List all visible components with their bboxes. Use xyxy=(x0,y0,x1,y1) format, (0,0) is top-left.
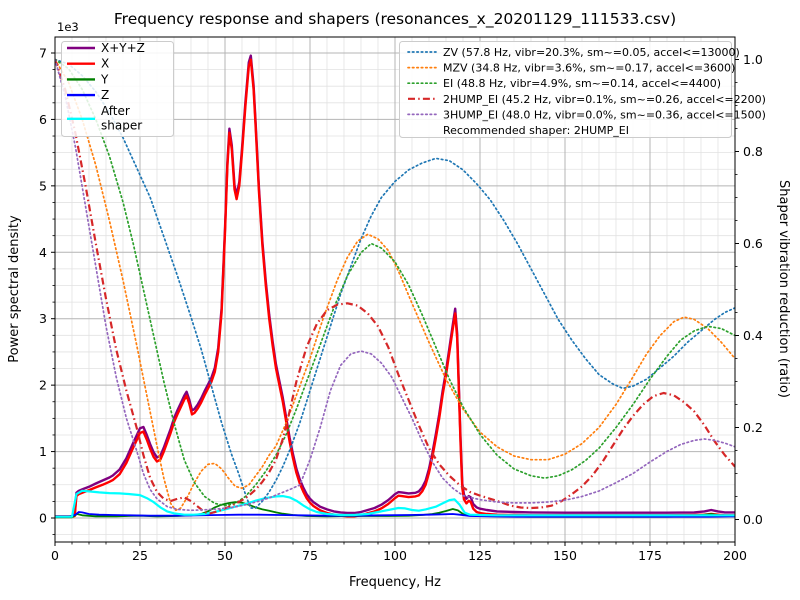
series-2hump_ei xyxy=(55,59,735,515)
tick-label: 75 xyxy=(302,548,318,563)
tick-label: 200 xyxy=(723,548,747,563)
legend-shapers: ZV (57.8 Hz, vibr=20.3%, sm~=0.05, accel… xyxy=(399,41,766,138)
axis-tick-labels: 0 25 50 75 100 125 150 175 200 0 1 2 3 4 5 6 7 0.0 0.2 0.4 0… xyxy=(39,45,763,563)
series-after-shaper xyxy=(55,489,735,518)
tick-label: 175 xyxy=(638,548,662,563)
tick-label: 3 xyxy=(39,311,47,326)
tick-label: 0.4 xyxy=(743,328,763,343)
tick-label: 0 xyxy=(39,511,47,526)
series-zv xyxy=(55,58,735,509)
legend-entry: 2HUMP_EI (45.2 Hz, vibr=0.1%, sm~=0.26, … xyxy=(443,93,766,106)
tick-label: 1 xyxy=(39,444,47,459)
tick-label: 0.2 xyxy=(743,420,763,435)
tick-label: 50 xyxy=(217,548,233,563)
chart-title: Frequency response and shapers (resonanc… xyxy=(114,10,676,29)
recommended-shaper-note: Recommended shaper: 2HUMP_EI xyxy=(443,124,629,137)
tick-label: 0.6 xyxy=(743,236,763,251)
data-series xyxy=(55,54,735,519)
series-z xyxy=(55,511,735,518)
tick-label: 150 xyxy=(553,548,577,563)
legend-shapers-box xyxy=(399,41,732,138)
tick-label: 0 xyxy=(51,548,59,563)
tick-label: 0.8 xyxy=(743,144,763,159)
tick-label: 125 xyxy=(468,548,492,563)
legend-psd-box xyxy=(61,41,174,137)
legend-entry: MZV (34.8 Hz, vibr=3.6%, sm~=0.17, accel… xyxy=(443,62,735,75)
legend-entry: X+Y+Z xyxy=(101,41,145,55)
tick-label: 4 xyxy=(39,245,47,260)
legend-entry: After xyxy=(101,104,130,118)
legend-entry: Y xyxy=(100,72,109,86)
axis-ticks xyxy=(51,52,739,546)
tick-label: 6 xyxy=(39,112,47,127)
tick-label: 5 xyxy=(39,178,47,193)
tick-label: 7 xyxy=(39,45,47,60)
series-mzv xyxy=(55,58,735,512)
x-axis-label: Frequency, Hz xyxy=(349,575,441,590)
legend-entry: 3HUMP_EI (48.0 Hz, vibr=0.0%, sm~=0.36, … xyxy=(443,108,766,121)
tick-label: 1.0 xyxy=(743,52,763,67)
legend-entry: EI (48.8 Hz, vibr=4.9%, sm~=0.14, accel<… xyxy=(443,77,721,90)
tick-label: 0.0 xyxy=(743,512,763,527)
legend-entry: X xyxy=(101,57,109,71)
legend-entry: shaper xyxy=(101,118,142,132)
y-right-axis-label: Shaper vibration reduction (ratio) xyxy=(776,180,791,398)
series-3hump_ei xyxy=(55,58,735,512)
y-left-offset-text: 1e3 xyxy=(57,20,79,34)
tick-label: 25 xyxy=(132,548,148,563)
legend-entry: ZV (57.8 Hz, vibr=20.3%, sm~=0.05, accel… xyxy=(443,46,740,59)
tick-label: 100 xyxy=(383,548,407,563)
series-ei xyxy=(55,58,735,507)
tick-label: 2 xyxy=(39,378,47,393)
legend-entry: Z xyxy=(101,88,109,102)
y-left-axis-label: Power spectral density xyxy=(7,215,22,363)
